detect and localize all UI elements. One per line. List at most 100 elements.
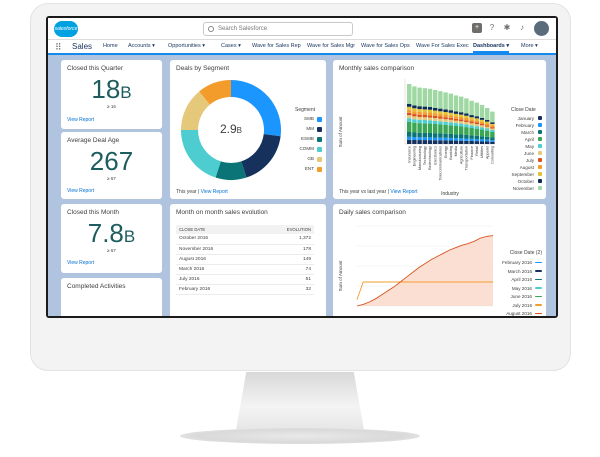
add-icon[interactable]: + — [472, 23, 482, 33]
view-report-link[interactable]: View Report — [67, 117, 95, 123]
nav-item-more[interactable]: More ▾ — [521, 43, 538, 49]
bar-segment[interactable] — [469, 135, 474, 139]
bar-segment[interactable] — [433, 120, 438, 125]
bar-segment[interactable] — [479, 129, 485, 137]
avatar[interactable] — [534, 21, 549, 36]
bar-segment[interactable] — [407, 132, 412, 137]
bar-segment[interactable] — [479, 127, 485, 130]
bar-segment[interactable] — [438, 137, 443, 141]
bar-segment[interactable] — [407, 109, 412, 113]
bar-segment[interactable] — [479, 117, 485, 120]
bar-segment[interactable] — [427, 112, 433, 116]
bar-segment[interactable] — [412, 108, 417, 112]
bar-segment[interactable] — [453, 116, 459, 119]
bar-segment[interactable] — [417, 137, 422, 141]
donut-slice-mm[interactable] — [241, 134, 281, 178]
bar-segment[interactable] — [448, 119, 453, 123]
bar-segment[interactable] — [407, 118, 412, 122]
bar-segment[interactable] — [490, 127, 495, 129]
bar-segment[interactable] — [479, 123, 485, 126]
view-report-link[interactable]: View Report — [390, 189, 418, 195]
bar-segment[interactable] — [417, 132, 422, 138]
search-input[interactable]: Search Salesforce — [203, 22, 353, 36]
bar-segment[interactable] — [417, 109, 422, 112]
bar-segment[interactable] — [453, 113, 459, 117]
bar-segment[interactable] — [433, 133, 438, 138]
bar-segment[interactable] — [417, 111, 422, 115]
bar-segment[interactable] — [422, 88, 427, 107]
column-header[interactable]: CLOSE DATE — [176, 225, 255, 234]
bar-segment[interactable] — [438, 140, 443, 144]
bar-segment[interactable] — [422, 140, 427, 144]
bar-segment[interactable] — [417, 123, 422, 133]
bar-segment[interactable] — [490, 141, 495, 144]
bar-segment[interactable] — [412, 114, 417, 117]
bar-segment[interactable] — [417, 119, 422, 124]
bar-segment[interactable] — [474, 126, 479, 129]
bar-segment[interactable] — [438, 113, 443, 117]
bar-segment[interactable] — [407, 103, 412, 107]
bar-segment[interactable] — [427, 109, 433, 113]
bar-segment[interactable] — [453, 134, 459, 139]
column-header[interactable]: EVOLUTION — [254, 225, 314, 234]
nav-item-wave-rep[interactable]: Wave for Sales Rep — [252, 43, 301, 49]
bar-segment[interactable] — [474, 116, 479, 119]
nav-item-cases[interactable]: Cases ▾ — [221, 43, 241, 49]
bar-segment[interactable] — [427, 117, 433, 121]
bar-segment[interactable] — [422, 114, 427, 118]
bar-segment[interactable] — [438, 118, 443, 122]
bar-segment[interactable] — [433, 140, 438, 144]
bar-segment[interactable] — [448, 122, 453, 126]
bar-segment[interactable] — [448, 140, 453, 144]
bar-segment[interactable] — [485, 141, 490, 144]
view-report-link[interactable]: View Report — [67, 260, 95, 266]
bar-segment[interactable] — [464, 120, 469, 123]
bar-segment[interactable] — [448, 115, 453, 118]
donut-slice-gb[interactable] — [181, 91, 210, 130]
bar-segment[interactable] — [474, 135, 479, 140]
donut-slice-smb[interactable] — [231, 80, 281, 137]
view-report-link[interactable]: View Report — [67, 188, 95, 194]
bar-segment[interactable] — [485, 128, 490, 131]
donut-slice-esmb[interactable] — [215, 161, 247, 180]
bar-segment[interactable] — [443, 121, 448, 125]
bar-segment[interactable] — [485, 119, 490, 122]
bar-segment[interactable] — [474, 120, 479, 123]
bar-segment[interactable] — [412, 105, 417, 109]
bar-segment[interactable] — [485, 130, 490, 137]
bar-segment[interactable] — [443, 137, 448, 141]
bar-segment[interactable] — [443, 124, 448, 134]
bar-segment[interactable] — [464, 122, 469, 125]
bar-segment[interactable] — [453, 120, 459, 124]
bar-segment[interactable] — [422, 112, 427, 115]
bar-segment[interactable] — [417, 87, 422, 107]
bar-segment[interactable] — [469, 140, 474, 144]
bar-segment[interactable] — [490, 111, 495, 123]
bar-segment[interactable] — [417, 106, 422, 110]
bar-segment[interactable] — [448, 110, 453, 113]
bar-segment[interactable] — [417, 114, 422, 117]
bar-segment[interactable] — [438, 124, 443, 134]
bar-segment[interactable] — [427, 115, 433, 118]
bar-segment[interactable] — [479, 125, 485, 128]
bar-segment[interactable] — [479, 119, 485, 122]
bar-segment[interactable] — [485, 123, 490, 126]
bar-segment[interactable] — [407, 121, 412, 132]
bar-segment[interactable] — [490, 137, 495, 141]
nav-item-accounts[interactable]: Accounts ▾ — [128, 43, 155, 49]
bar-segment[interactable] — [453, 123, 459, 127]
bar-segment[interactable] — [407, 112, 412, 116]
bar-segment[interactable] — [422, 132, 427, 138]
bar-segment[interactable] — [453, 111, 459, 114]
bar-segment[interactable] — [459, 119, 464, 122]
bar-segment[interactable] — [459, 123, 464, 127]
bar-segment[interactable] — [459, 138, 464, 141]
bar-segment[interactable] — [490, 122, 495, 124]
nav-item-opportunities[interactable]: Opportunities ▾ — [168, 43, 206, 49]
bar-segment[interactable] — [474, 122, 479, 125]
bar-segment[interactable] — [474, 128, 479, 136]
bar-segment[interactable] — [474, 139, 479, 142]
bar-segment[interactable] — [427, 140, 433, 144]
bar-segment[interactable] — [490, 140, 495, 142]
bar-segment[interactable] — [474, 124, 479, 127]
